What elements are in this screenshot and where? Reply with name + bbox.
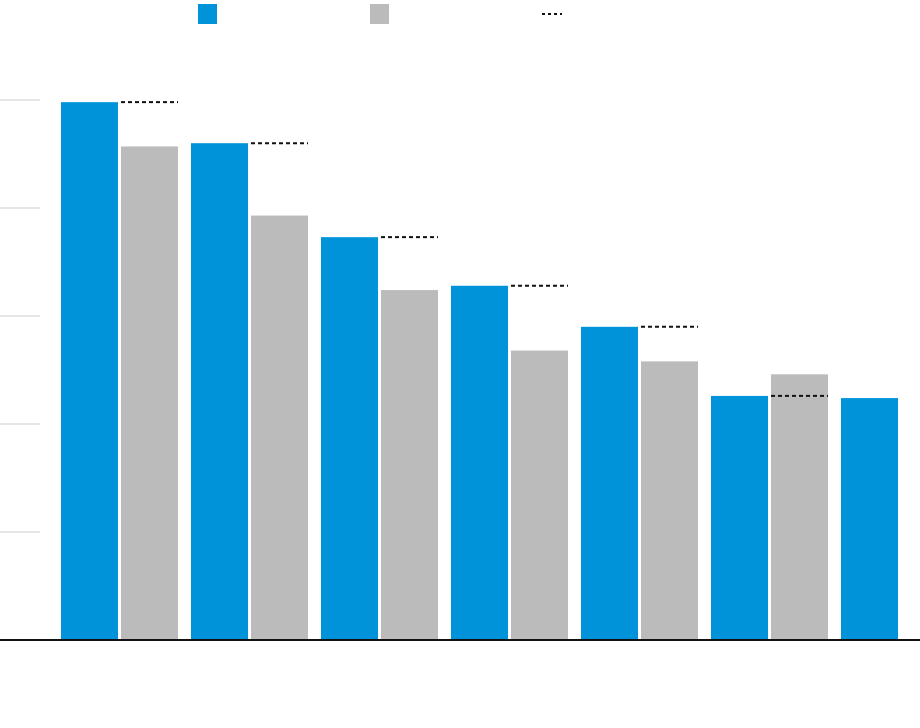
bar — [451, 285, 508, 640]
legend-swatch — [370, 4, 389, 24]
bar — [511, 350, 568, 640]
bar — [191, 143, 248, 640]
legend-swatch — [198, 4, 217, 24]
bar — [381, 290, 438, 640]
bar — [771, 374, 828, 640]
bar — [581, 326, 638, 640]
bar — [641, 361, 698, 640]
bar — [61, 102, 118, 640]
bar — [711, 395, 768, 640]
bar — [121, 146, 178, 640]
bar — [321, 237, 378, 640]
bar — [251, 215, 308, 640]
bar — [841, 398, 898, 640]
